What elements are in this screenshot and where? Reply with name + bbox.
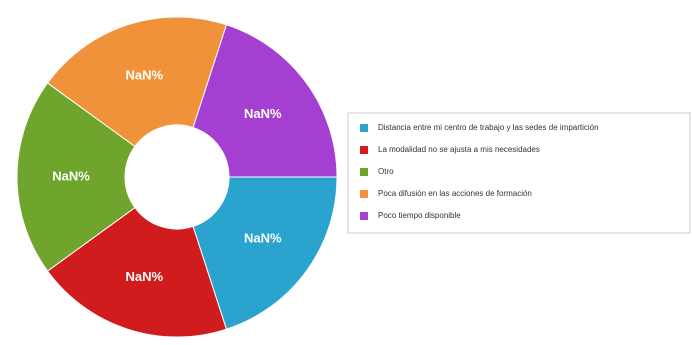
slice-label: NaN% [52,168,90,183]
slice [192,24,338,178]
slice [46,206,228,338]
legend-swatch [360,212,368,220]
slice [192,176,338,330]
legend-swatch [360,146,368,154]
slice-label: NaN% [125,68,163,83]
legend-swatch [360,190,368,198]
slice-label: NaN% [244,231,282,246]
legend-box [347,112,691,234]
legend-swatch [360,168,368,176]
slice [46,16,228,148]
legend-label: Poca difusión en las acciones de formaci… [378,189,532,198]
legend-label: Otro [378,167,394,176]
slice [16,82,136,272]
legend-swatch [360,124,368,132]
legend-label: La modalidad no se ajusta a mis necesida… [378,145,540,154]
legend-label: Distancia entre mi centro de trabajo y l… [378,123,599,132]
slice-label: NaN% [125,269,163,284]
legend-label: Poco tiempo disponible [378,211,461,220]
slice-label: NaN% [244,106,282,121]
